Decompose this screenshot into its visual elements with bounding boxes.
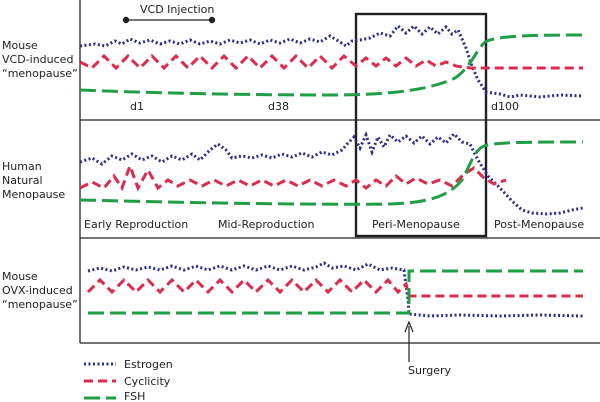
legend-label-estrogen: Estrogen [124,358,173,371]
perimenopause-highlight-box [354,12,488,238]
legend-label-fsh: FSH [124,390,145,402]
legend: Estrogen Cyclicity FSH [84,358,173,402]
human-estrogen-line [79,131,584,216]
phase-mid-reproduction: Mid-Reproduction [218,218,315,231]
phase-early-reproduction: Early Reproduction [84,218,188,231]
ovx-panel-label-line-2: OVX-induced [2,284,73,297]
vcd-cyclicity-line [79,53,583,71]
marker-d100: d100 [491,100,519,113]
injection-end-dot [208,16,216,24]
surgery-marker: Surgery [404,320,452,377]
vcd-injection-label: VCD Injection [140,3,214,16]
surgery-label: Surgery [408,364,452,377]
legend-label-cyclicity: Cyclicity [124,375,171,388]
panel-vcd: Mouse VCD-induced “menopause” VCD Inject… [2,3,584,113]
human-panel-label-line-1: Human [2,160,42,173]
phase-peri-menopause: Peri-Menopause [372,218,460,231]
ovx-panel-label-line-1: Mouse [2,270,38,283]
injection-start-dot [122,16,130,24]
marker-d1: d1 [130,100,144,113]
vcd-panel-label-line-3: “menopause” [2,67,78,80]
marker-d38: d38 [268,100,289,113]
surgery-arrowhead [404,320,414,333]
human-panel-label-line-2: Natural [2,174,43,187]
human-panel-label-line-3: Menopause [2,188,65,201]
panel-ovx: Mouse OVX-induced “menopause” Surgery [2,261,584,377]
vcd-panel-label-line-2: VCD-induced [2,53,73,66]
panel-human: Human Natural Menopause Early Reproducti… [2,131,584,231]
ovx-fsh-line [88,269,583,315]
phase-post-menopause: Post-Menopause [494,218,584,231]
ovx-cyclicity-line [86,277,583,298]
human-fsh-line [79,140,584,206]
vcd-estrogen-line [79,23,584,99]
vcd-panel-label-line-1: Mouse [2,39,38,52]
ovx-panel-label-line-3: “menopause” [2,298,78,311]
vcd-injection-bracket: VCD Injection [122,3,216,24]
vcd-fsh-line [79,33,584,97]
human-cyclicity-line [79,161,507,192]
